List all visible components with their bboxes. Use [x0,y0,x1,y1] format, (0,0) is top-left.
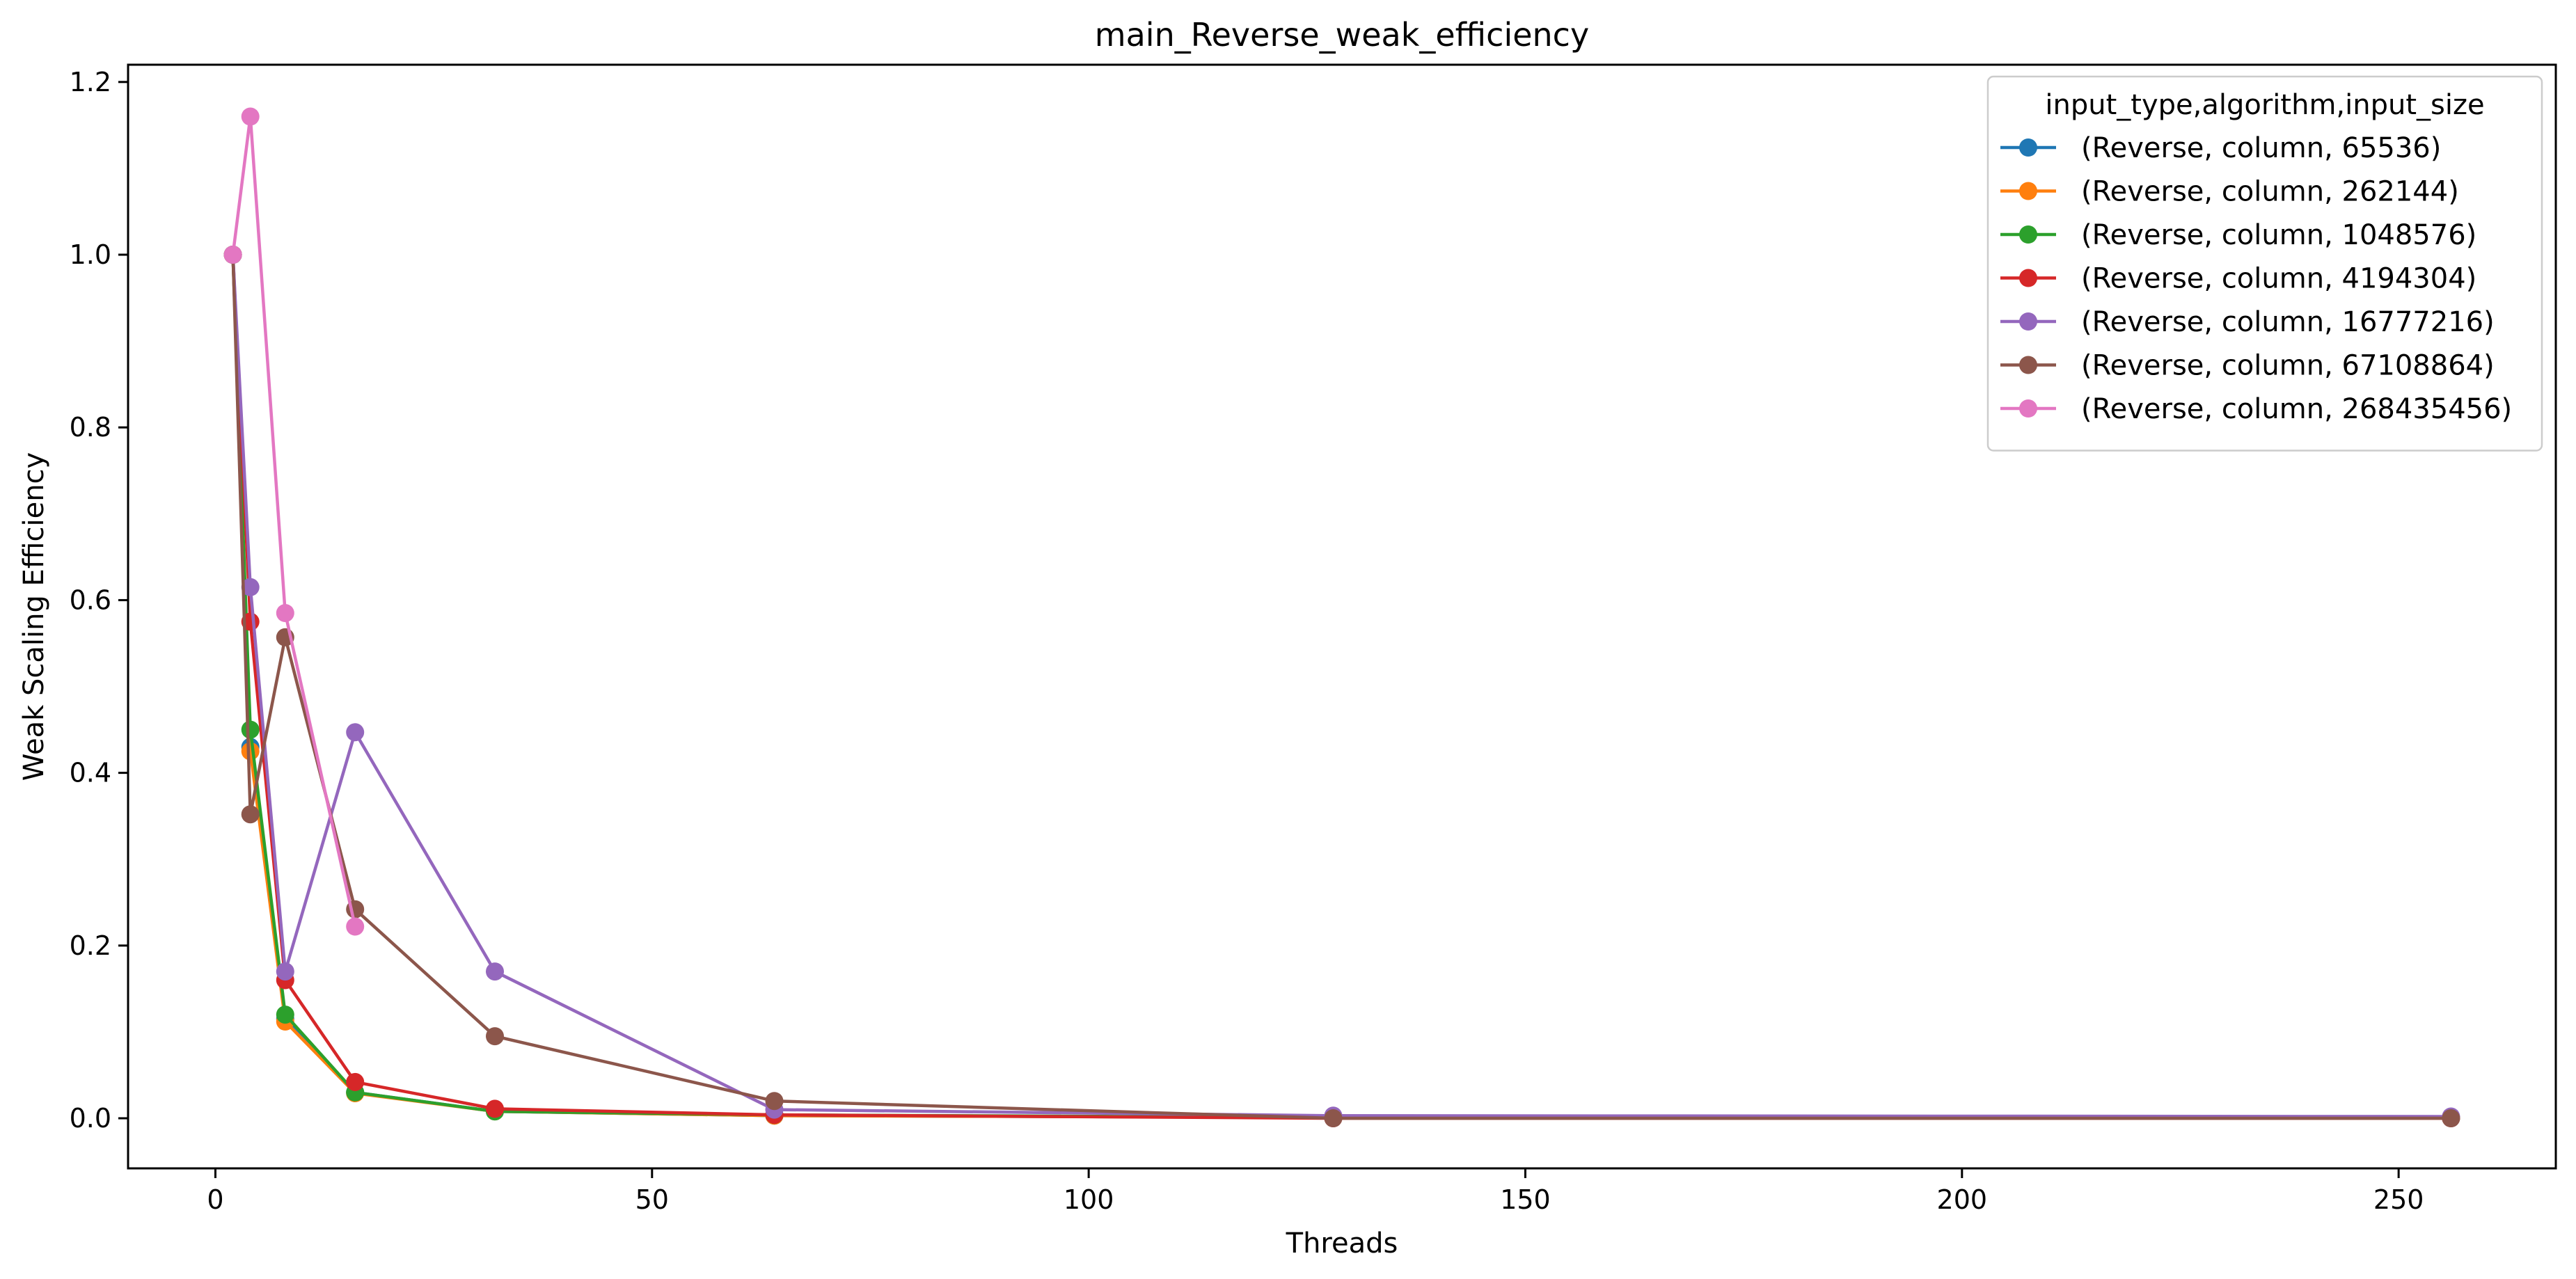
data-point [241,742,260,761]
legend-swatch-marker [2019,399,2037,418]
data-point [276,604,294,622]
data-point [241,720,260,739]
legend-label: (Reverse, column, 16777216) [2081,306,2495,338]
axes: 0 50 100 150 200 250 0.0 0.2 0.4 0.6 0.8 1.0 1.2 [70,63,2557,1215]
data-point [346,723,365,742]
series-line [231,254,2451,1120]
legend-swatch-marker [2019,138,2037,157]
legend-item: (Reverse, column, 16777216) [2000,306,2495,338]
legend-label: (Reverse, column, 67108864) [2081,350,2495,382]
legend-item: (Reverse, column, 4194304) [2000,263,2476,295]
x-tick-label: 150 [1500,1184,1551,1215]
legend-label: (Reverse, column, 1048576) [2081,219,2476,251]
legend-label: (Reverse, column, 262144) [2081,176,2459,208]
chart-title: main_Reverse_weak_efficiency [1095,16,1589,54]
data-point [346,917,365,936]
data-point [276,962,294,981]
data-point [346,1072,365,1091]
legend-item: (Reverse, column, 67108864) [2000,350,2495,382]
legend-item: (Reverse, column, 262144) [2000,176,2459,208]
series-line [231,115,357,927]
y-tick-label: 0.2 [70,930,111,961]
data-point [765,1092,784,1111]
y-tick-label: 0.6 [70,585,111,615]
plot-area [223,107,2460,1127]
data-point [223,246,242,264]
data-point [2442,1109,2460,1127]
x-tick-label: 0 [207,1184,223,1215]
data-point [276,1006,294,1024]
series-line [231,254,2451,1120]
data-point [486,1099,504,1118]
x-tick-label: 200 [1937,1184,1988,1215]
y-tick-label: 0.4 [70,758,111,788]
x-tick-label: 100 [1064,1184,1114,1215]
data-point [1324,1109,1343,1127]
y-tick-label: 0.8 [70,412,111,443]
series-6 [223,107,365,936]
legend-swatch-marker [2019,182,2037,200]
y-tick-label: 0.0 [70,1103,111,1134]
legend-swatch-marker [2019,269,2037,287]
legend-item: (Reverse, column, 65536) [2000,132,2441,164]
data-point [241,805,260,824]
x-axis-label: Threads [1286,1228,1398,1260]
legend-item: (Reverse, column, 1048576) [2000,219,2476,251]
data-point [241,578,260,596]
data-point [486,1027,504,1046]
legend: input_type,algorithm,input_size (Reverse,… [1986,75,2543,452]
data-point [241,107,260,126]
x-tick-label: 250 [2373,1184,2424,1215]
legend-label: (Reverse, column, 4194304) [2081,263,2476,295]
data-point [486,962,504,981]
legend-box [1986,75,2543,452]
legend-swatch-marker [2019,225,2037,244]
y-axis-label: Weak Scaling Efficiency [18,452,50,781]
legend-title: input_type,algorithm,input_size [2045,89,2484,121]
plot-frame [127,63,2557,1170]
x-tick-label: 50 [635,1184,669,1215]
legend-swatch-marker [2019,356,2037,374]
y-tick-label: 1.0 [70,239,111,270]
legend-swatch-marker [2019,312,2037,331]
legend-item: (Reverse, column, 268435456) [2000,393,2512,425]
legend-label: (Reverse, column, 65536) [2081,132,2441,164]
y-tick-label: 1.2 [70,67,111,97]
legend-label: (Reverse, column, 268435456) [2081,393,2512,425]
